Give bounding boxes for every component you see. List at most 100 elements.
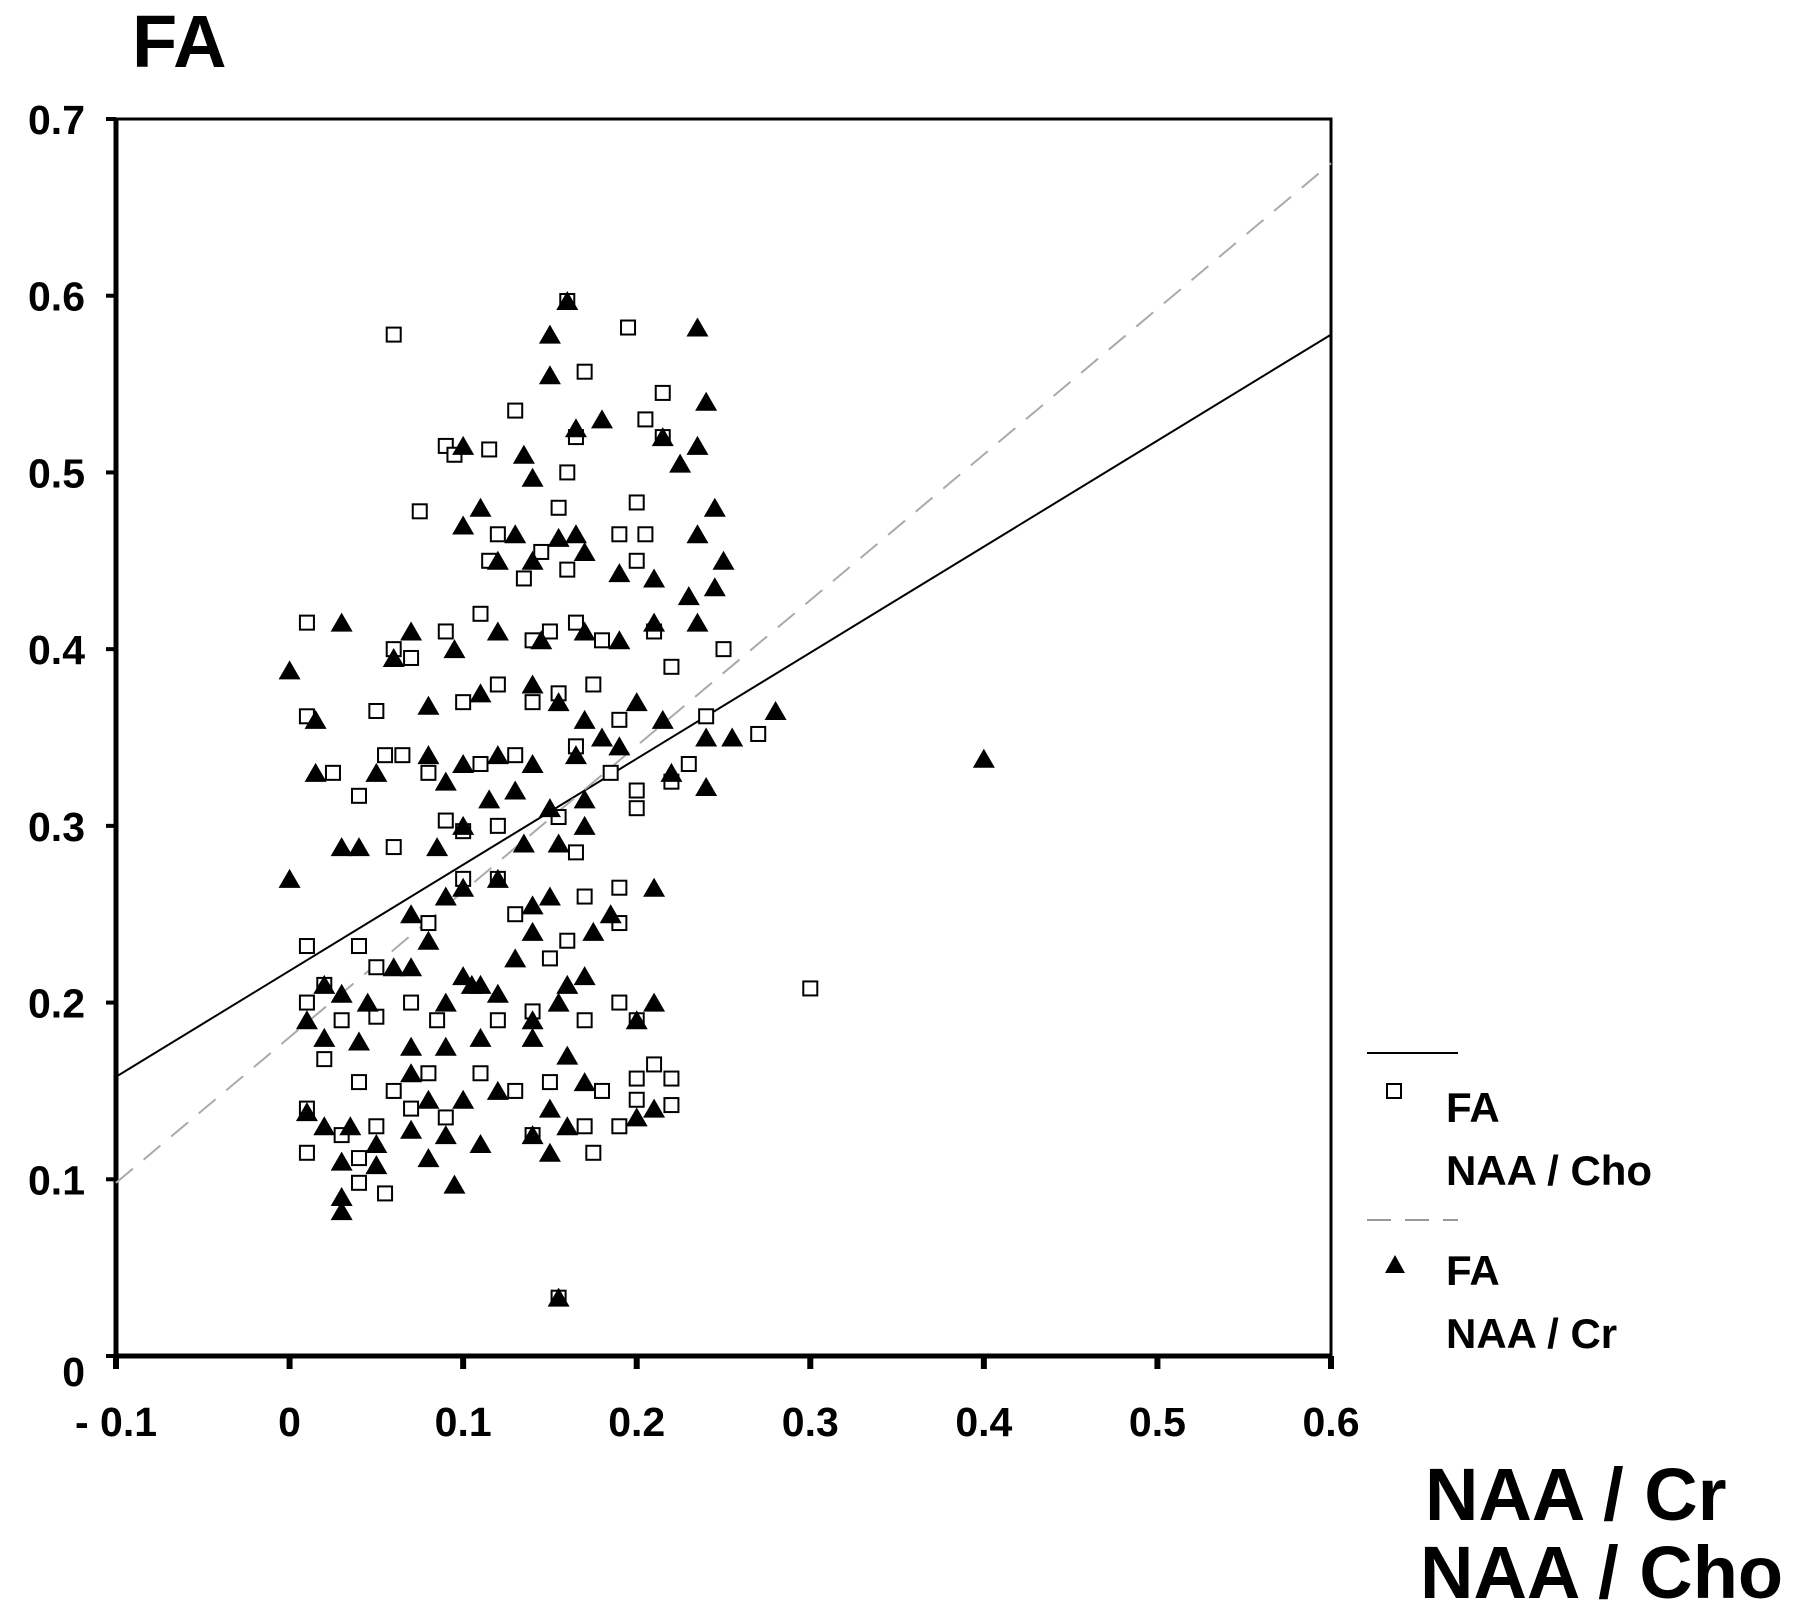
x-tick-label: 0.5: [1129, 1399, 1186, 1445]
point-naa-cr: [486, 550, 509, 570]
point-naa-cr: [538, 324, 561, 344]
point-naa-cho: [637, 411, 654, 428]
point-naa-cr: [660, 762, 683, 782]
point-naa-cho: [611, 711, 628, 728]
point-naa-cr: [608, 630, 631, 650]
point-naa-cho: [628, 1091, 645, 1108]
point-naa-cho: [368, 1008, 385, 1025]
point-naa-cho: [403, 649, 420, 666]
point-naa-cr: [512, 833, 535, 853]
point-naa-cr: [339, 1116, 362, 1136]
point-naa-cr: [582, 921, 605, 941]
point-naa-cho: [420, 915, 437, 932]
point-naa-cr: [591, 409, 613, 429]
point-naa-cr: [651, 427, 674, 447]
point-naa-cho: [368, 702, 385, 719]
legend-square-marker: [1386, 1083, 1402, 1099]
point-naa-cr: [686, 612, 709, 632]
point-naa-cho: [351, 1074, 367, 1091]
point-naa-cr: [591, 727, 613, 747]
point-naa-cho: [594, 632, 610, 649]
point-naa-cr: [538, 1098, 561, 1118]
legend-item-2-line2: NAA / Cr: [1446, 1310, 1617, 1357]
point-naa-cho: [585, 1144, 602, 1161]
point-naa-cho: [420, 1065, 437, 1082]
point-naa-cr: [417, 745, 440, 765]
point-naa-cr: [721, 727, 744, 747]
y-tick-label: 0: [62, 1349, 85, 1395]
point-naa-cr: [556, 291, 579, 311]
y-tick-mark: [106, 1354, 116, 1358]
point-naa-cr: [460, 974, 483, 994]
point-naa-cr: [643, 612, 666, 632]
point-naa-cho: [351, 787, 367, 804]
point-naa-cho: [333, 1012, 350, 1029]
y-tick-label: 0.6: [28, 274, 85, 320]
point-naa-cr: [330, 1201, 353, 1221]
point-naa-cr: [313, 974, 336, 994]
point-naa-cho: [298, 1144, 315, 1161]
point-naa-cr: [469, 497, 492, 517]
point-naa-cr: [295, 1010, 318, 1030]
y-tick-label: 0.2: [28, 981, 85, 1027]
point-naa-cho: [628, 494, 645, 511]
x-tick-mark: [460, 1356, 467, 1369]
point-naa-cr: [486, 868, 509, 888]
point-naa-cr: [478, 789, 501, 809]
point-naa-cho: [507, 747, 524, 764]
point-naa-cr: [764, 700, 787, 720]
point-naa-cr: [538, 798, 561, 818]
point-naa-cho: [750, 725, 767, 742]
point-naa-cr: [304, 762, 327, 782]
point-naa-cho: [559, 932, 576, 949]
x-tick-label: - 0.1: [75, 1399, 157, 1445]
point-naa-cho: [628, 782, 645, 799]
y-tick-mark: [106, 470, 116, 475]
point-naa-cho: [533, 543, 550, 560]
point-naa-cr: [556, 974, 579, 994]
point-naa-cr: [469, 1027, 492, 1047]
point-naa-cr: [547, 527, 570, 547]
point-naa-cr: [686, 435, 709, 455]
point-naa-cho: [663, 1097, 680, 1114]
point-naa-cho: [802, 980, 819, 997]
legend-item-1-line2: NAA / Cho: [1446, 1147, 1652, 1194]
x-axis-title-line2: NAA / Cho: [1420, 1531, 1783, 1604]
point-naa-cho: [515, 570, 532, 587]
x-tick-mark: [1154, 1356, 1161, 1369]
point-naa-cho: [298, 994, 315, 1011]
point-naa-cho: [576, 363, 593, 380]
point-naa-cr: [400, 621, 423, 641]
point-naa-cr: [304, 709, 327, 729]
point-naa-cho: [628, 552, 645, 569]
point-naa-cho: [611, 526, 628, 543]
x-tick-mark: [113, 1356, 119, 1369]
point-naa-cho: [472, 756, 489, 773]
point-naa-cho: [377, 1185, 394, 1202]
point-naa-cr: [452, 515, 475, 535]
y-tick-mark: [106, 117, 116, 121]
point-naa-cr: [521, 1125, 544, 1145]
point-naa-cr: [573, 621, 596, 641]
point-naa-cr: [643, 992, 666, 1012]
point-naa-cr: [417, 930, 440, 950]
point-naa-cr: [486, 621, 509, 641]
point-naa-cho: [489, 676, 506, 693]
point-naa-cr: [426, 837, 449, 857]
point-naa-cr: [400, 1119, 423, 1139]
point-naa-cr: [599, 904, 622, 924]
point-naa-cr: [521, 550, 544, 570]
point-naa-cr: [556, 1045, 579, 1065]
x-axis-ticks: - 0.1 0 0.1 0.2 0.3 0.4 0.5 0.6: [75, 1356, 1360, 1445]
point-naa-cho: [559, 464, 576, 481]
x-tick-mark: [286, 1356, 293, 1369]
point-naa-cr: [564, 745, 587, 765]
point-naa-cho: [602, 764, 619, 781]
point-naa-cr: [278, 868, 301, 888]
point-naa-cho: [489, 817, 506, 834]
point-naa-cr: [651, 709, 674, 729]
legend-item-2-line1: FA: [1446, 1247, 1500, 1294]
point-naa-cr: [608, 563, 631, 583]
point-naa-cho: [611, 879, 628, 896]
